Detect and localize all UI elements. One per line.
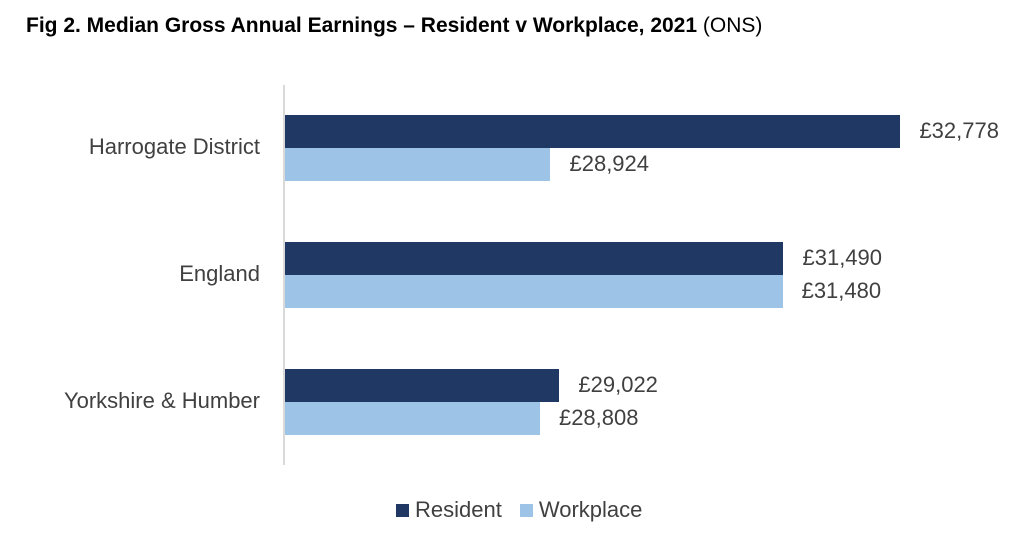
value-label-england-workplace: £31,480 (801, 278, 882, 303)
value-label-yorkshire-workplace: £28,808 (558, 405, 639, 430)
legend: Resident Workplace (396, 497, 660, 523)
value-label-harrogate-resident: £32,778 (919, 118, 999, 143)
category-label-harrogate: Harrogate District (88, 134, 260, 159)
category-label-yorkshire: Yorkshire & Humber (63, 388, 260, 413)
chart-title: Fig 2. Median Gross Annual Earnings – Re… (26, 14, 762, 38)
value-label-harrogate-workplace: £28,924 (569, 151, 650, 176)
category-label-england: England (179, 261, 260, 286)
value-label-yorkshire-resident: £29,022 (578, 372, 658, 397)
bar-harrogate-workplace (285, 148, 551, 181)
bar-england-workplace (285, 275, 783, 308)
legend-item-resident: Resident (396, 497, 502, 523)
legend-item-workplace: Workplace (519, 497, 643, 523)
chart-title-main: Fig 2. Median Gross Annual Earnings – Re… (26, 14, 698, 37)
legend-label-workplace: Workplace (538, 497, 643, 522)
bar-england-resident (285, 242, 784, 275)
legend-label-resident: Resident (415, 497, 502, 522)
chart-title-source: (ONS) (702, 14, 763, 37)
value-label-england-resident: £31,490 (802, 245, 883, 270)
bar-harrogate-resident (285, 115, 901, 148)
legend-swatch-workplace-icon (519, 503, 533, 517)
legend-swatch-resident-icon (396, 503, 409, 517)
bar-yorkshire-resident (285, 369, 560, 402)
bar-yorkshire-workplace (285, 402, 540, 435)
category-axis-line (283, 85, 285, 465)
